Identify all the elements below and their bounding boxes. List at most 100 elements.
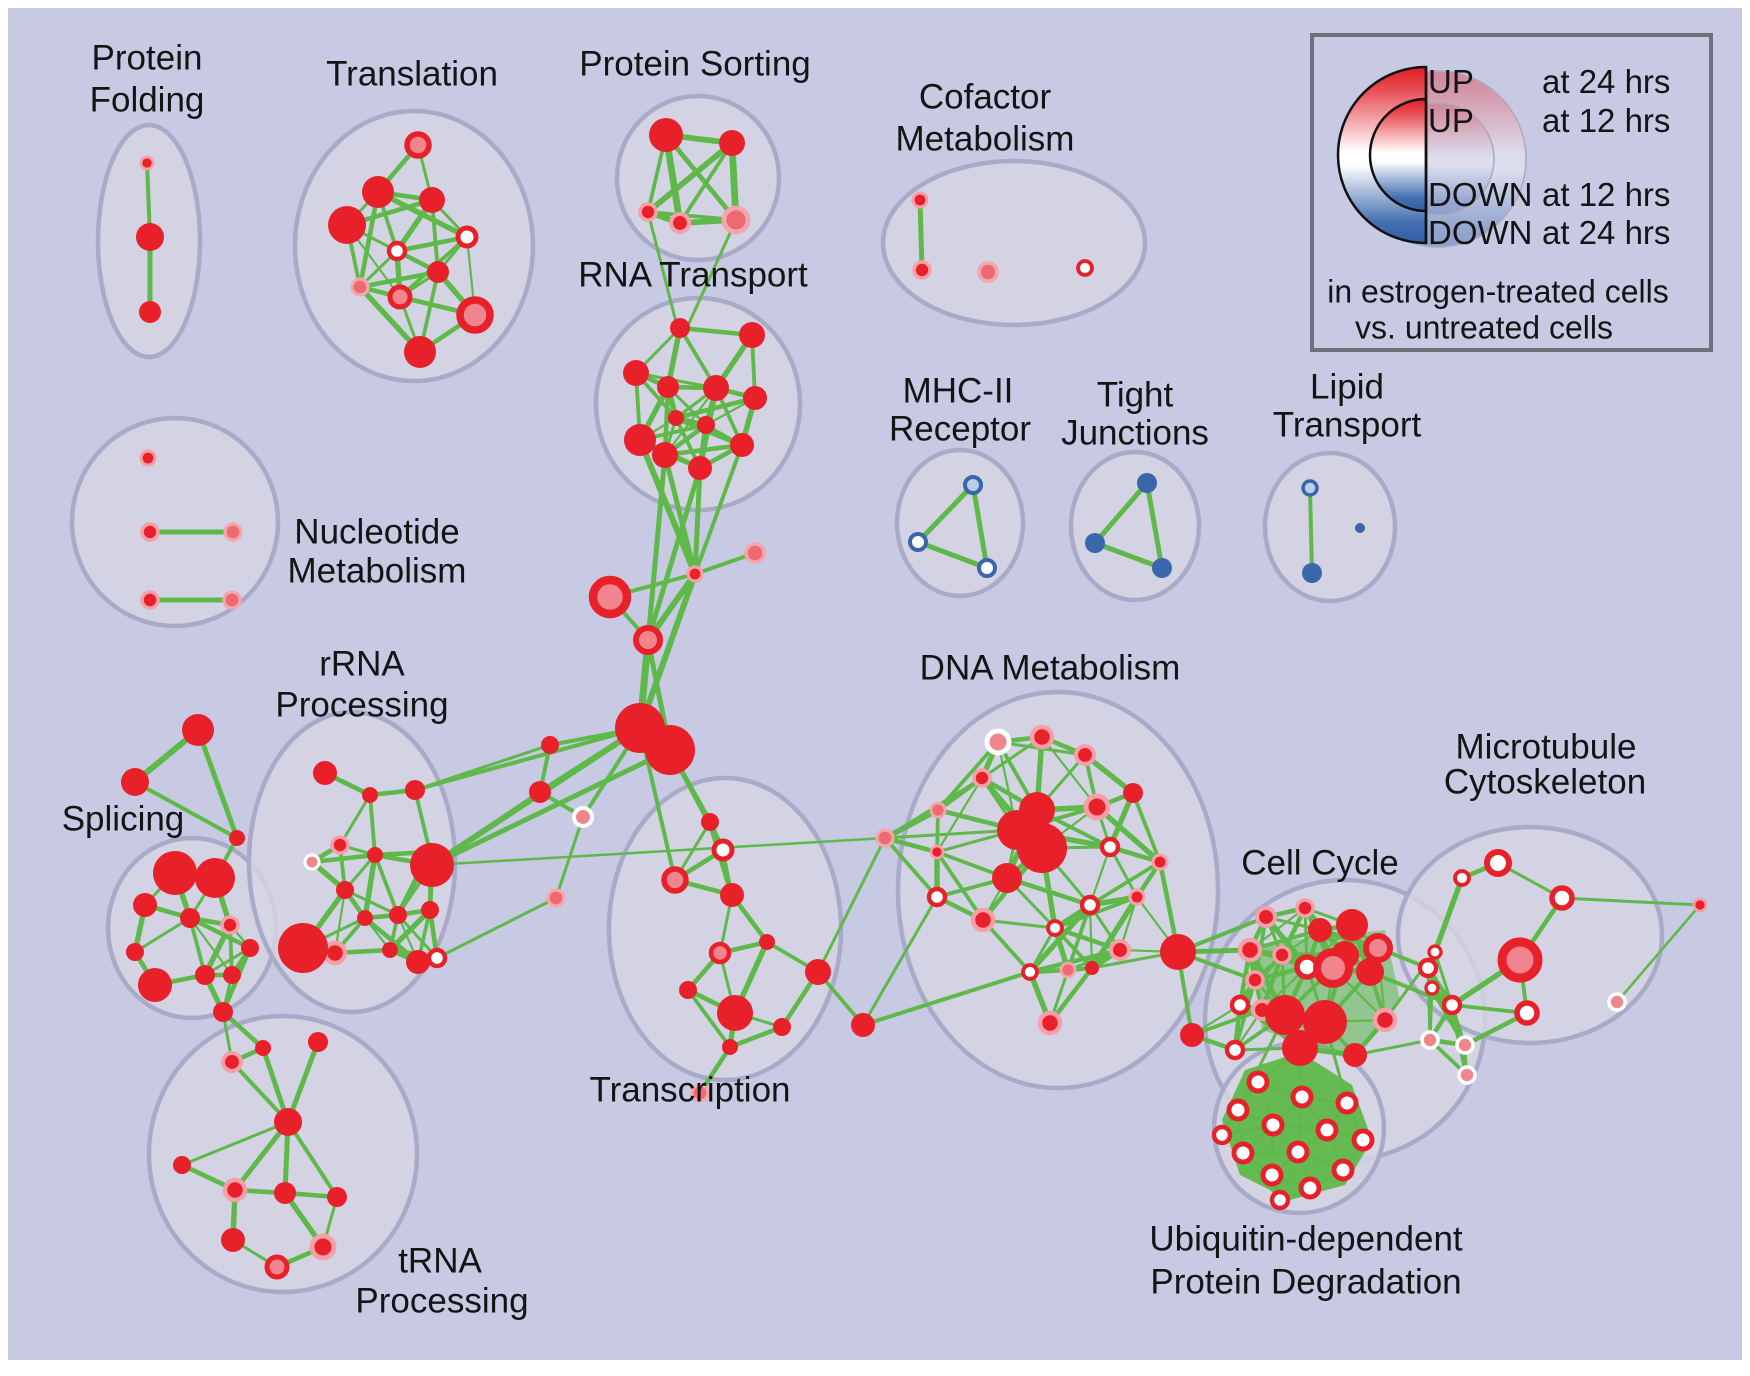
- gene-node[interactable]: [701, 813, 719, 831]
- gene-node[interactable]: [426, 947, 448, 969]
- gene-node[interactable]: [1427, 944, 1443, 960]
- gene-node[interactable]: [195, 858, 235, 898]
- gene-node[interactable]: [278, 923, 328, 973]
- gene-node[interactable]: [1298, 1176, 1322, 1200]
- gene-node[interactable]: [419, 187, 445, 213]
- gene-node[interactable]: [133, 893, 157, 917]
- gene-node[interactable]: [721, 205, 751, 235]
- gene-node[interactable]: [406, 950, 430, 974]
- gene-node[interactable]: [670, 318, 690, 338]
- gene-node[interactable]: [121, 768, 149, 796]
- gene-node[interactable]: [1261, 1113, 1285, 1137]
- gene-node[interactable]: [421, 901, 439, 919]
- gene-node[interactable]: [1483, 848, 1513, 878]
- gene-node[interactable]: [221, 1228, 245, 1252]
- gene-node[interactable]: [1085, 533, 1105, 553]
- gene-node[interactable]: [1180, 1023, 1204, 1047]
- gene-node[interactable]: [389, 906, 407, 924]
- gene-node[interactable]: [1085, 961, 1099, 975]
- gene-node[interactable]: [362, 787, 378, 803]
- gene-node[interactable]: [697, 416, 715, 434]
- gene-node[interactable]: [213, 1002, 233, 1022]
- gene-node[interactable]: [1453, 869, 1471, 887]
- gene-node[interactable]: [1229, 994, 1251, 1016]
- gene-node[interactable]: [546, 888, 566, 908]
- gene-node[interactable]: [805, 959, 831, 985]
- gene-node[interactable]: [367, 847, 383, 863]
- gene-node[interactable]: [1336, 909, 1368, 941]
- gene-node[interactable]: [1372, 1007, 1398, 1033]
- gene-node[interactable]: [328, 206, 366, 244]
- gene-node[interactable]: [686, 565, 704, 583]
- gene-node[interactable]: [984, 728, 1012, 756]
- gene-node[interactable]: [182, 714, 214, 746]
- gene-node[interactable]: [992, 863, 1022, 893]
- gene-node[interactable]: [1692, 897, 1708, 913]
- gene-node[interactable]: [410, 843, 454, 887]
- gene-node[interactable]: [588, 575, 632, 619]
- gene-node[interactable]: [1424, 980, 1440, 996]
- gene-node[interactable]: [1046, 919, 1064, 937]
- gene-node[interactable]: [911, 191, 929, 209]
- gene-node[interactable]: [322, 940, 348, 966]
- gene-node[interactable]: [1108, 938, 1132, 962]
- gene-node[interactable]: [688, 456, 712, 480]
- gene-node[interactable]: [743, 386, 767, 410]
- gene-node[interactable]: [404, 131, 432, 159]
- gene-node[interactable]: [1226, 1098, 1250, 1122]
- gene-node[interactable]: [330, 835, 350, 855]
- gene-node[interactable]: [1152, 558, 1172, 578]
- gene-node[interactable]: [1246, 1070, 1270, 1094]
- gene-node[interactable]: [1315, 1118, 1339, 1142]
- gene-node[interactable]: [963, 475, 983, 495]
- gene-node[interactable]: [623, 360, 649, 386]
- gene-node[interactable]: [455, 225, 479, 249]
- gene-node[interactable]: [703, 375, 729, 401]
- gene-node[interactable]: [1021, 963, 1039, 981]
- gene-node[interactable]: [851, 1013, 875, 1037]
- gene-node[interactable]: [139, 301, 161, 323]
- gene-node[interactable]: [1265, 995, 1305, 1035]
- gene-node[interactable]: [223, 966, 241, 984]
- gene-node[interactable]: [140, 522, 160, 542]
- gene-node[interactable]: [1308, 918, 1332, 942]
- gene-node[interactable]: [1417, 957, 1439, 979]
- gene-node[interactable]: [1351, 1128, 1375, 1152]
- gene-node[interactable]: [139, 449, 157, 467]
- gene-node[interactable]: [977, 558, 997, 578]
- gene-node[interactable]: [926, 886, 948, 908]
- gene-node[interactable]: [711, 838, 735, 862]
- gene-node[interactable]: [1335, 1091, 1359, 1115]
- gene-node[interactable]: [1420, 1030, 1440, 1050]
- gene-node[interactable]: [759, 934, 775, 950]
- gene-node[interactable]: [719, 130, 745, 156]
- gene-node[interactable]: [668, 211, 692, 235]
- gene-node[interactable]: [1343, 1043, 1367, 1067]
- gene-node[interactable]: [1099, 836, 1121, 858]
- gene-node[interactable]: [652, 442, 678, 468]
- gene-node[interactable]: [1211, 1124, 1233, 1146]
- gene-node[interactable]: [529, 781, 551, 803]
- gene-node[interactable]: [362, 176, 394, 208]
- gene-node[interactable]: [136, 223, 164, 251]
- gene-node[interactable]: [180, 908, 200, 928]
- gene-node[interactable]: [1549, 885, 1575, 911]
- gene-node[interactable]: [220, 915, 240, 935]
- gene-node[interactable]: [313, 761, 337, 785]
- gene-node[interactable]: [1363, 933, 1393, 963]
- gene-node[interactable]: [1073, 743, 1097, 767]
- gene-node[interactable]: [744, 542, 766, 564]
- gene-node[interactable]: [303, 853, 321, 871]
- gene-node[interactable]: [1295, 898, 1315, 918]
- gene-node[interactable]: [1356, 958, 1384, 986]
- gene-node[interactable]: [1151, 853, 1169, 871]
- gene-node[interactable]: [264, 1254, 290, 1280]
- gene-node[interactable]: [972, 768, 992, 788]
- gene-node[interactable]: [404, 336, 436, 368]
- gene-node[interactable]: [241, 939, 259, 957]
- gene-node[interactable]: [1224, 1039, 1246, 1061]
- gene-node[interactable]: [357, 910, 373, 926]
- gene-node[interactable]: [1607, 992, 1627, 1012]
- gene-node[interactable]: [708, 941, 732, 965]
- gene-node[interactable]: [1497, 937, 1543, 983]
